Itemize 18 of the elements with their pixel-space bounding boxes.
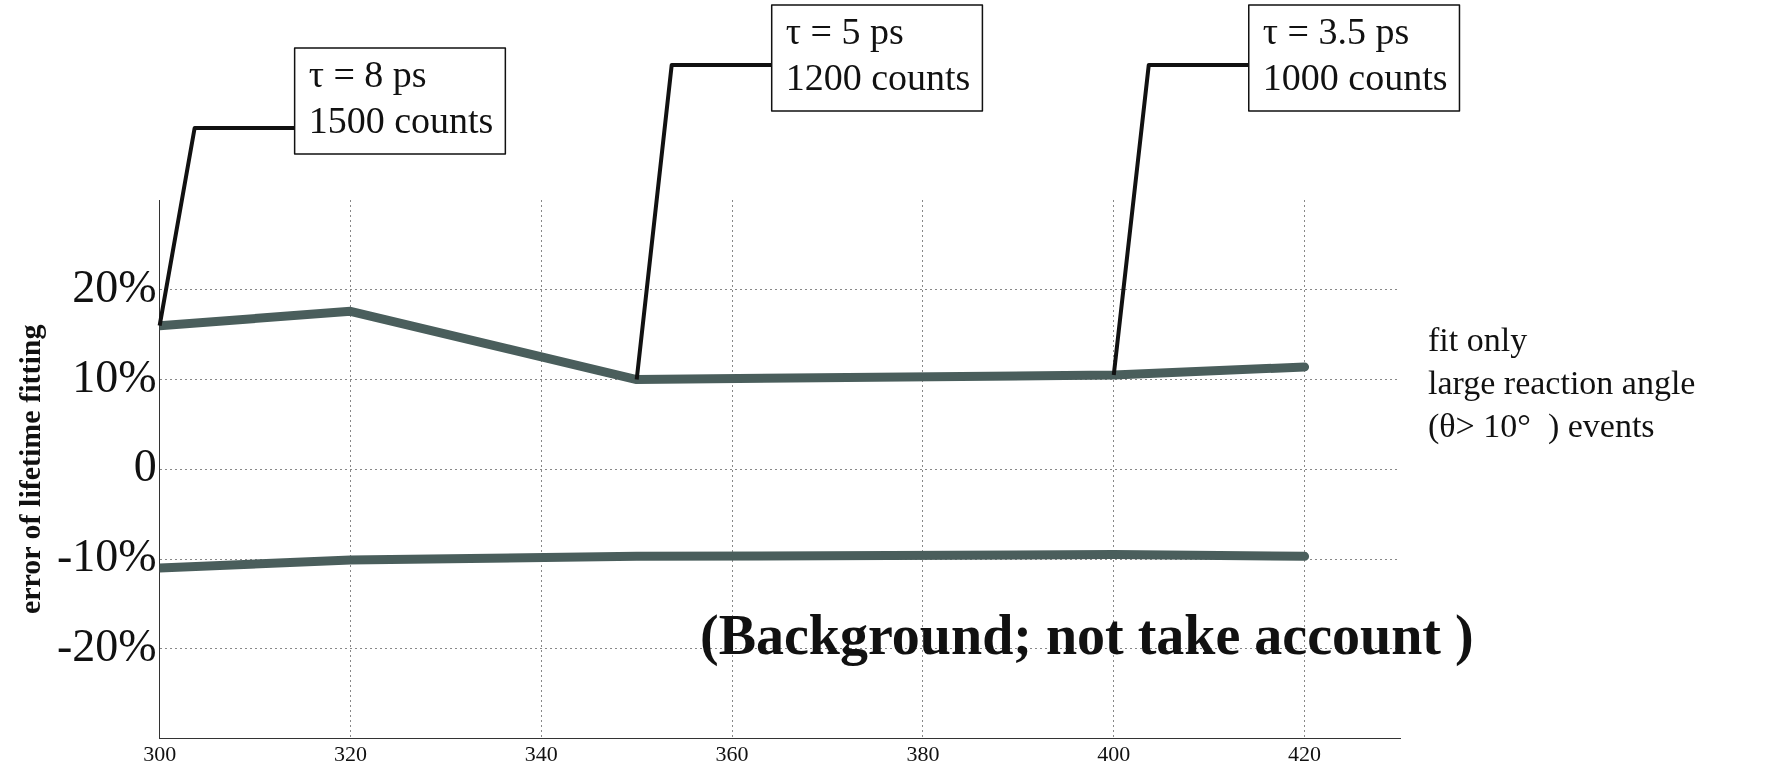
y-tick-label: 10% (72, 350, 157, 402)
x-tick-label: 320 (333, 740, 367, 766)
y-axis-title: error of lifetime fitting (12, 324, 46, 615)
y-tick-label: 0 (133, 440, 157, 492)
annotation: τ = 5 ps 1200 counts (785, 9, 971, 98)
annotation: τ = 8 ps 1500 counts (308, 52, 494, 141)
x-tick-label: 340 (524, 740, 558, 766)
annotation: (Background; not take account ) (700, 604, 1474, 668)
annotation: τ = 3.5 ps 1000 counts (1262, 9, 1448, 98)
x-tick-label: 300 (143, 740, 177, 766)
y-tick-label: -10% (57, 530, 157, 582)
y-tick-label: 20% (72, 260, 157, 312)
x-tick-label: 360 (715, 740, 749, 766)
x-tick-label: 420 (1288, 740, 1322, 766)
x-tick-label: 380 (906, 740, 940, 766)
y-tick-label: -20% (57, 619, 157, 671)
text: fit only large reaction angle (θ> 10° ) events (1428, 320, 1696, 445)
x-tick-label: 400 (1097, 740, 1131, 766)
